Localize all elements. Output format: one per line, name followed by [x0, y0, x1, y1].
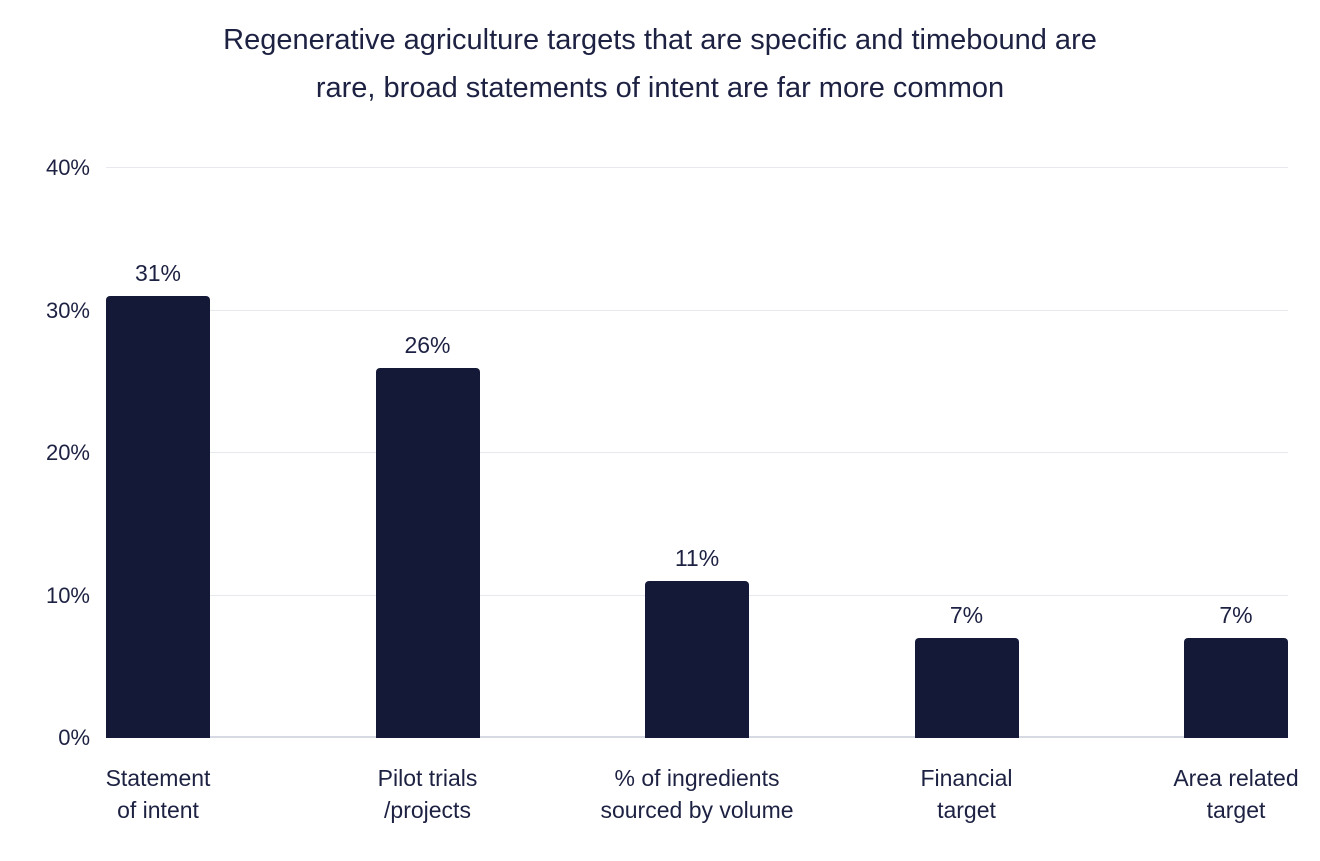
chart-title-line-2: rare, broad statements of intent are far…: [315, 72, 1005, 104]
x-axis-category-label-line: Pilot trials: [377, 765, 478, 791]
x-axis-category-label-line: of intent: [117, 797, 199, 823]
x-axis-category-label-line: Statement: [105, 765, 211, 791]
x-axis-category-label-line: /projects: [384, 797, 471, 823]
y-axis-tick-label: 20%: [45, 440, 90, 465]
bar: 11%: [645, 545, 749, 738]
y-axis-tick-label: 40%: [45, 155, 90, 180]
bar-value-label: 31%: [134, 260, 182, 287]
bars-row: 31% Statement of intent 26% Pilot trials/pro…: [106, 168, 1299, 823]
bar-value-label: 11%: [674, 545, 720, 572]
bar-column: 7% Financial target: [914, 602, 1019, 823]
x-axis-category-label-line: Financial: [920, 765, 1013, 791]
bar-value-label: 7%: [949, 602, 984, 629]
gridline: [106, 452, 1288, 453]
y-axis-tick-label: 30%: [45, 297, 90, 323]
x-axis-category-label: Financial target: [920, 762, 1012, 826]
bar-column: 11% % of ingredients sourced by volume: [600, 545, 793, 823]
bar-column: 26% Pilot trials/projects: [375, 332, 480, 823]
x-axis-category-label-line: target: [1206, 797, 1266, 823]
gridline: [106, 167, 1288, 168]
bar: 7%: [1184, 602, 1288, 738]
chart-title-line-1: Regenerative agriculture targets that ar…: [223, 24, 1097, 56]
y-axis-tick-label: 0%: [58, 725, 90, 750]
gridline: [106, 309, 1288, 311]
x-axis-category-label-line: sourced by volume: [600, 797, 794, 823]
x-axis-category-label-line: Area related: [1173, 765, 1299, 791]
x-axis-category-label: Pilot trials/projects: [378, 762, 478, 826]
bar-column: 7% Area related target: [1173, 602, 1298, 823]
x-axis-category-label-line: target: [937, 797, 996, 823]
bar-value-label: 26%: [404, 331, 451, 358]
bar: 31%: [106, 260, 210, 738]
x-axis-category-label: Area related target: [1173, 762, 1298, 826]
plot-area: 0% 10% 20% 30% 40% 31% Statement of intent 26% Pi…: [46, 155, 1299, 823]
x-axis-category-label: % of ingredients sourced by volume: [600, 762, 793, 826]
bar-value-label: 7%: [1219, 602, 1253, 629]
bar: 7%: [914, 602, 1019, 738]
chart-title: Regenerative agriculture targets that ar…: [0, 16, 1320, 112]
y-axis-tick-label: 10%: [45, 582, 90, 608]
x-axis-category-label: Statement of intent: [106, 762, 211, 826]
x-axis-category-label-line: % of ingredients: [614, 765, 780, 791]
bar-column: 31% Statement of intent: [106, 260, 211, 823]
bar: 26%: [375, 332, 480, 738]
